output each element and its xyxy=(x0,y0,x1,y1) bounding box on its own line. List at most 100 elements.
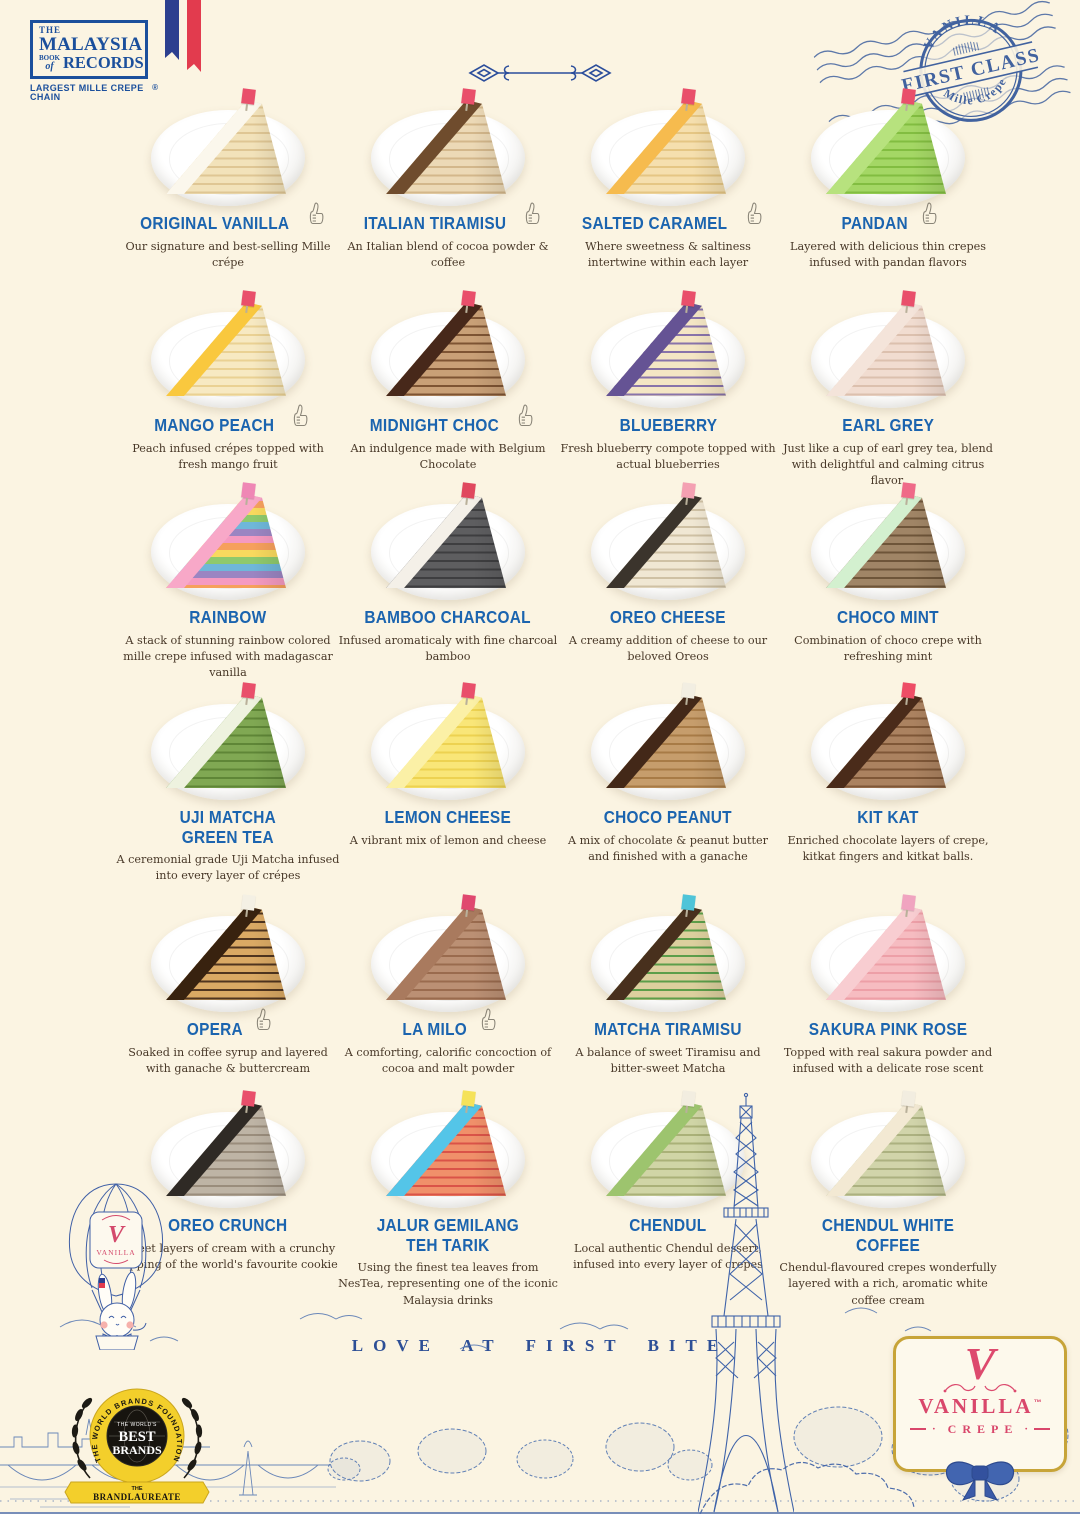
cake-name: ORIGINAL VANILLA xyxy=(139,213,290,234)
cake-name: UJI MATCHA GREEN TEA xyxy=(179,807,277,847)
flag-pick-icon xyxy=(901,88,916,105)
menu-grid: ORIGINAL VANILLA Our signature and best-s… xyxy=(117,88,998,1309)
award-ribbon-name: BRANDLAUREATE xyxy=(93,1492,181,1502)
thumbs-up-icon xyxy=(290,403,310,433)
cake-name: PANDAN xyxy=(841,213,907,234)
cake-description: A creamy addition of cheese to our belov… xyxy=(568,633,768,663)
cake-photo xyxy=(338,482,558,606)
cake-description: Layered with delicious thin crepes infus… xyxy=(790,239,986,269)
thumbs-up-icon xyxy=(253,1007,273,1037)
brand-name: VANILLA xyxy=(918,1394,1034,1418)
cake-name-line: BAMBOO CHARCOAL xyxy=(364,607,532,627)
cake-name-row: UJI MATCHA GREEN TEA xyxy=(118,807,338,847)
cake-name: SALTED CARAMEL xyxy=(582,213,727,234)
menu-item: LA MILO A comforting, calorific concoctio… xyxy=(338,894,558,1090)
cake-name: MIDNIGHT CHOC xyxy=(370,415,499,436)
balloon-monogram: V xyxy=(108,1222,126,1248)
cake-name: BAMBOO CHARCOAL xyxy=(364,607,532,628)
flag-pick-icon xyxy=(681,482,696,499)
cake-photo xyxy=(338,682,558,806)
cake-photo xyxy=(778,1090,998,1214)
cake-name-line: UJI MATCHA xyxy=(179,807,277,827)
records-of: of xyxy=(45,60,54,72)
flag-pick-icon xyxy=(241,1090,256,1107)
brand-logo-card: V VANILLA™ · CREPE · xyxy=(893,1336,1067,1501)
cake-name: OREO CHEESE xyxy=(610,607,726,628)
cake-name-line: ITALIAN TIRAMISU xyxy=(363,213,506,233)
cake-description: A vibrant mix of lemon and cheese xyxy=(349,833,547,847)
flag-pick-icon xyxy=(461,1090,476,1107)
cake-name-line: SAKURA PINK ROSE xyxy=(808,1019,968,1039)
cake-name-row: EARL GREY xyxy=(778,415,998,436)
cake-description: Peach infused crépes topped with fresh m… xyxy=(132,441,324,471)
cake-name: OREO CRUNCH xyxy=(168,1215,287,1236)
brandlaureate-badge: THE WORLD BRANDS FOUNDATION THE WORLD'S … xyxy=(64,1388,210,1504)
cake-description: Combination of choco crepe with refreshi… xyxy=(794,633,982,663)
award-ribbon-the: THE xyxy=(132,1486,143,1492)
cake-name: CHOCO MINT xyxy=(837,607,939,628)
menu-item: CHENDUL Local authentic Chendul dessert, … xyxy=(558,1090,778,1309)
cake-name-row: CHOCO PEANUT xyxy=(558,807,778,828)
cake-photo xyxy=(558,290,778,414)
cake-description: Soaked in coffee syrup and layered with … xyxy=(128,1045,328,1075)
flag-pick-icon xyxy=(681,894,696,911)
flourish-right-icon xyxy=(984,1384,1017,1393)
menu-item: MATCHA TIRAMISU A balance of sweet Tirami… xyxy=(558,894,778,1090)
cake-name-line: CHOCO PEANUT xyxy=(603,807,733,827)
cake-name-line: JALUR GEMILANG xyxy=(376,1215,520,1235)
flag-pick-icon xyxy=(681,1090,696,1107)
cake-name-row: BLUEBERRY xyxy=(558,415,778,436)
cake-description: An indulgence made with Belgium Chocolat… xyxy=(350,441,546,471)
cake-name-row: OREO CRUNCH xyxy=(118,1215,338,1236)
cake-name-line: KIT KAT xyxy=(857,807,919,827)
cake-name-line: EARL GREY xyxy=(842,415,934,435)
cake-name-row: CHENDUL xyxy=(558,1215,778,1236)
cake-name-row: SAKURA PINK ROSE xyxy=(778,1019,998,1040)
cake-name-row: ITALIAN TIRAMISU xyxy=(338,202,558,234)
eiffel-tower-sketch xyxy=(698,1092,794,1513)
menu-item: OREO CHEESE A creamy addition of cheese t… xyxy=(558,482,778,682)
balloon-bunny-illustration: V VANILLA xyxy=(68,1183,164,1350)
cake-photo xyxy=(558,88,778,212)
thumbs-up-icon xyxy=(515,403,535,433)
cake-description: Our signature and best-selling Mille cré… xyxy=(125,239,331,269)
brand-dash-right xyxy=(1034,1428,1050,1430)
cake-name-row: MANGO PEACH xyxy=(118,404,338,436)
flag-pick-icon xyxy=(241,682,256,699)
award-center-big1: BEST xyxy=(118,1429,155,1445)
cake-name-line: ORIGINAL VANILLA xyxy=(139,213,290,233)
brand-monogram: V xyxy=(964,1338,996,1389)
cake-photo xyxy=(778,894,998,1018)
menu-item: MIDNIGHT CHOC An indulgence made with Bel… xyxy=(338,290,558,482)
cake-name: RAINBOW xyxy=(189,607,266,628)
cake-description: Topped with real sakura powder and infus… xyxy=(783,1045,993,1075)
cake-description: A balance of sweet Tiramisu and bitter-s… xyxy=(575,1045,761,1075)
cake-name: JALUR GEMILANG TEH TARIK xyxy=(376,1215,520,1255)
cake-name-row: ORIGINAL VANILLA xyxy=(118,202,338,234)
flag-pick-icon xyxy=(681,682,696,699)
flag-pick-icon xyxy=(461,482,476,499)
cake-name-row: JALUR GEMILANG TEH TARIK xyxy=(338,1215,558,1255)
cake-description: Chendul-flavoured crepes wonderfully lay… xyxy=(779,1261,997,1307)
records-tagline: LARGEST MILLE CREPE CHAIN xyxy=(30,82,144,102)
records-logo: THE MALAYSIA BOOK of RECORDS ® LARGEST M… xyxy=(30,20,158,102)
flourish-left-icon xyxy=(943,1384,976,1393)
award-center-small: THE WORLD'S xyxy=(117,1422,157,1428)
cake-description: Sweet layers of cream with a crunchy top… xyxy=(118,1241,338,1271)
cake-photo xyxy=(338,290,558,414)
cake-description: Using the finest tea leaves from NesTea,… xyxy=(338,1261,558,1307)
cake-photo xyxy=(118,894,338,1018)
cake-name-line: LEMON CHEESE xyxy=(384,807,512,827)
cake-name: CHENDUL WHITE COFFEE xyxy=(791,1215,985,1255)
menu-item: RAINBOW A stack of stunning rainbow color… xyxy=(118,482,338,682)
brand-dot-left: · xyxy=(931,1422,936,1435)
cake-name-line: OREO CHEESE xyxy=(610,607,726,627)
cake-name-line: CHENDUL WHITE COFFEE xyxy=(821,1215,955,1255)
cake-name: SAKURA PINK ROSE xyxy=(808,1019,968,1040)
cake-name: ITALIAN TIRAMISU xyxy=(363,213,506,234)
french-flag-ribbon-icon xyxy=(165,0,201,72)
cake-description: An Italian blend of cocoa powder & coffe… xyxy=(347,239,549,269)
menu-item: BLUEBERRY Fresh blueberry compote topped … xyxy=(558,290,778,482)
flag-pick-icon xyxy=(241,482,256,499)
